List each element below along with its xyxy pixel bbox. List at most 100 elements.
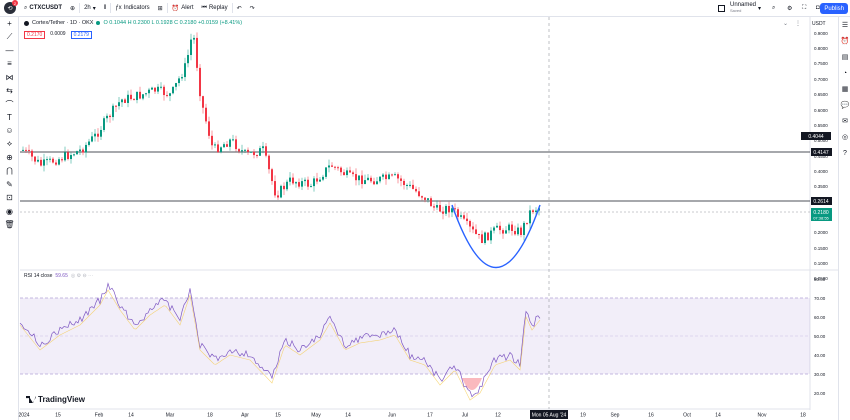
candle-body	[97, 133, 99, 137]
candle-body	[322, 176, 324, 180]
layout-menu[interactable]: Unnamed Saved ▾	[714, 0, 765, 17]
price-tick-label: 0.0500	[814, 276, 828, 281]
candle-body	[163, 86, 165, 96]
watchlist-icon[interactable]: ☰	[841, 22, 849, 29]
candle-body	[64, 152, 66, 161]
trash-icon[interactable]: 🗑	[4, 220, 15, 230]
chevron-down-icon: ▾	[758, 5, 762, 12]
candle-body	[409, 184, 411, 186]
redo-button[interactable]: ↷	[246, 0, 259, 17]
candle-body	[361, 175, 363, 185]
publish-button[interactable]: Publish	[820, 3, 848, 14]
candle-body	[205, 107, 207, 122]
indicators-button[interactable]: ƒx Indicators	[111, 0, 153, 17]
ideas-icon[interactable]: 💬	[840, 102, 850, 109]
candle-body	[370, 177, 372, 182]
snapshot-button[interactable]: ◘	[812, 0, 824, 17]
candle-body	[244, 149, 246, 151]
ruler-icon[interactable]: ⟡	[6, 139, 13, 149]
candle-body	[268, 155, 270, 170]
currency-label[interactable]: USDT	[812, 21, 826, 27]
zoom-in-icon[interactable]: ⊕	[6, 153, 13, 163]
divider	[231, 3, 233, 13]
sell-price-button[interactable]: 0.2170	[24, 31, 46, 39]
undo-button[interactable]: ↶	[233, 0, 246, 17]
candle-body	[169, 93, 171, 96]
magnet-icon[interactable]: ⋂	[6, 166, 13, 176]
price-marker-line1: 0.4147	[813, 150, 829, 156]
eye-icon[interactable]: ◉	[6, 206, 13, 216]
candle-body	[76, 151, 78, 155]
rsi-tick-label: 50.00	[814, 334, 826, 339]
candle-body	[514, 230, 516, 235]
text-icon[interactable]: T	[7, 112, 12, 122]
layout-square-icon	[718, 4, 725, 12]
indicators-label: Indicators	[123, 5, 150, 11]
bar-style-button[interactable]: ⫴	[100, 0, 111, 17]
candle-body	[157, 86, 159, 92]
rsi-label[interactable]: RSI 14 close	[24, 273, 53, 279]
notifications-icon[interactable]: ◎	[841, 134, 849, 141]
time-tick-label: 2024	[18, 413, 29, 419]
candle-body	[250, 151, 252, 153]
rounding-bottom-pattern[interactable]	[451, 204, 541, 268]
crosshair-icon[interactable]: +	[7, 19, 12, 29]
rsi-band	[20, 298, 810, 374]
candle-body	[199, 67, 201, 97]
trend-line-icon[interactable]: ⟋	[6, 32, 13, 42]
fib-icon[interactable]: ≡	[7, 59, 12, 69]
replay-label: Replay	[208, 5, 228, 11]
hotlist-icon[interactable]: ◔	[842, 69, 848, 77]
candle-body	[451, 208, 453, 213]
pencil-lock-icon[interactable]: ✎	[6, 179, 13, 189]
fullscreen-button[interactable]: ⛶	[798, 0, 810, 17]
compare-button[interactable]: ⊕	[66, 0, 79, 17]
pattern-icon[interactable]: ⋈	[5, 72, 14, 82]
tradingview-logo[interactable]: TradingView	[26, 395, 85, 404]
projection-icon[interactable]: ⇆	[6, 86, 13, 96]
quick-search-button[interactable]: ⌕	[768, 0, 779, 17]
candle-body	[79, 149, 81, 152]
candle-body	[121, 99, 123, 103]
calendar-icon[interactable]: ▦	[841, 86, 849, 93]
app-logo[interactable]: ⟲ 2	[4, 0, 18, 14]
time-tick-label: 15	[275, 413, 281, 419]
symbol-search[interactable]: ⌕ CTXCUSDT	[20, 0, 66, 17]
alerts-icon[interactable]: ⏰	[840, 38, 850, 45]
rsi-axis: 80.00 70.00 60.00 50.00 40.00 30.00 20.00	[814, 277, 826, 396]
search-icon: ⌕	[772, 4, 776, 11]
candle-body	[232, 139, 234, 141]
more-icon[interactable]: ⋮	[795, 21, 801, 27]
buy-price-button[interactable]: 0.2179	[70, 31, 92, 39]
rsi-tick-label: 70.00	[814, 296, 826, 301]
horizontal-line-icon[interactable]: ―	[5, 45, 14, 55]
brush-icon[interactable]: ⌒	[5, 99, 14, 109]
chevron-down-icon[interactable]: ⌄	[783, 21, 788, 27]
price-marker-upper: 0.4044	[808, 134, 824, 140]
replay-button[interactable]: ⏮ Replay	[198, 0, 232, 17]
candle-body	[499, 225, 501, 231]
candles-icon: ⫴	[103, 4, 107, 11]
settings-button[interactable]: ⚙	[783, 0, 796, 17]
interval-selector[interactable]: 2h ▾	[80, 0, 100, 17]
time-tick-label: 16	[648, 413, 654, 419]
rsi-controls-icon[interactable]: ◎ ⚙ ⊖ ⋯	[70, 273, 94, 279]
help-icon[interactable]: ?	[843, 149, 847, 157]
lock-icon[interactable]: ⊡	[6, 193, 13, 203]
candle-body	[70, 155, 72, 160]
legend-title[interactable]: Cortex/Tether · 1D · OKX	[32, 20, 94, 26]
candle-body	[193, 37, 195, 40]
candle-body	[190, 39, 192, 55]
candle-body	[307, 179, 309, 187]
candle-body	[265, 146, 267, 156]
emoji-icon[interactable]: ☺	[5, 126, 14, 136]
candle-body	[466, 218, 468, 222]
candle-body	[175, 83, 177, 87]
data-window-icon[interactable]: ▤	[841, 54, 849, 61]
logo-glyph: ⟲	[7, 5, 13, 12]
chat-icon[interactable]: ✉	[842, 118, 848, 125]
candle-body	[478, 233, 480, 235]
templates-button[interactable]: ⊞	[154, 0, 167, 17]
alert-button[interactable]: ⏰ Alert	[168, 0, 198, 17]
